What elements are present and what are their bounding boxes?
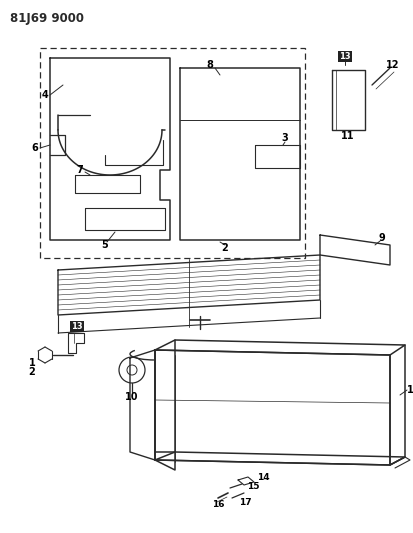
Text: 8: 8 bbox=[206, 60, 213, 70]
Text: 12: 12 bbox=[385, 60, 399, 70]
Text: 14: 14 bbox=[256, 473, 269, 482]
Text: 5: 5 bbox=[101, 240, 108, 250]
Text: 7: 7 bbox=[76, 165, 83, 175]
Text: 1: 1 bbox=[28, 358, 35, 368]
Text: 6: 6 bbox=[31, 143, 38, 153]
Text: 10: 10 bbox=[125, 392, 138, 402]
Text: 15: 15 bbox=[246, 482, 259, 491]
Text: 3: 3 bbox=[281, 133, 288, 143]
Text: 4: 4 bbox=[42, 90, 48, 100]
Text: 13: 13 bbox=[338, 52, 350, 61]
Text: 13: 13 bbox=[71, 322, 83, 332]
Text: 2: 2 bbox=[28, 367, 35, 377]
Bar bbox=[40, 48, 304, 258]
Text: 16: 16 bbox=[211, 500, 224, 510]
Text: 9: 9 bbox=[378, 233, 385, 243]
Text: 17: 17 bbox=[238, 498, 251, 507]
Text: 81J69 9000: 81J69 9000 bbox=[10, 12, 84, 25]
Text: 2: 2 bbox=[221, 243, 228, 253]
Text: 1: 1 bbox=[406, 385, 412, 395]
Text: 11: 11 bbox=[340, 131, 354, 141]
